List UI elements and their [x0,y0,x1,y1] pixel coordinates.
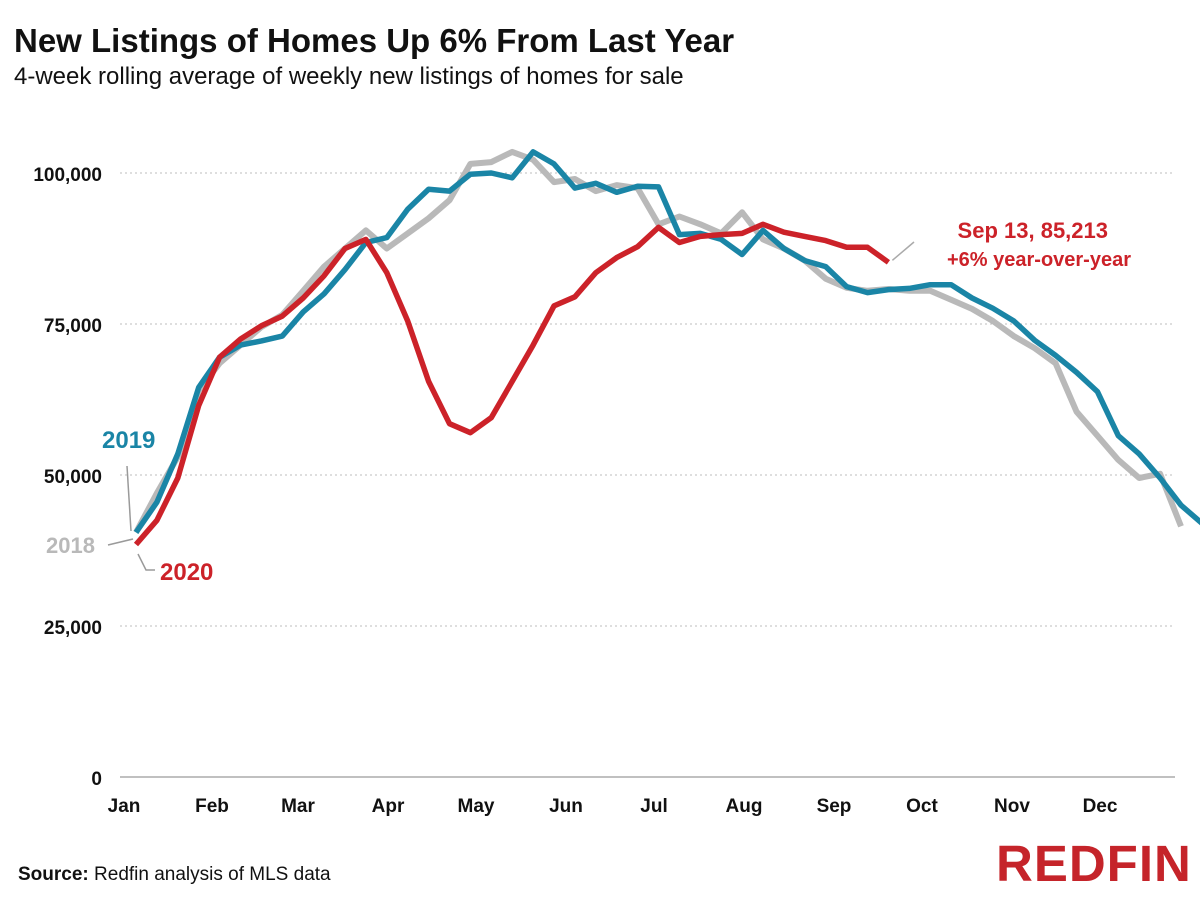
series-label-2020: 2020 [160,559,213,586]
y-tick-label: 25,000 [44,618,102,639]
leader-line-2020 [137,553,155,571]
x-tick-label: Dec [1083,796,1118,817]
series-label-2019: 2019 [102,427,155,454]
leader-line-2019 [126,465,132,532]
x-tick-label: Jun [549,796,583,817]
x-tick-label: Nov [994,796,1030,817]
series-line-2019 [133,149,1200,534]
source-note: Source: Redfin analysis of MLS data [18,864,331,886]
chart-title: New Listings of Homes Up 6% From Last Ye… [14,22,735,59]
series-line-2020 [133,221,891,547]
series-line-2018 [133,148,1184,534]
source-text: Redfin analysis of MLS data [94,864,331,885]
leader-line-2018 [107,538,134,546]
x-tick-label: Jan [108,796,141,817]
x-tick-label: Jul [640,796,667,817]
annotation-line-1: Sep 13, 85,213 [958,218,1108,243]
series-lines [133,148,1200,547]
annotation-line-2: +6% year-over-year [947,249,1131,271]
source-label: Source: [18,864,89,885]
redfin-logo: REDFIN [996,835,1192,892]
y-tick-label: 100,000 [33,165,102,186]
series-label-2018: 2018 [46,533,95,558]
x-tick-label: Aug [726,796,763,817]
annotation-leader-line [891,241,915,261]
x-axis-ticks: Jan Feb Mar Apr May Jun Jul Aug Sep Oct Nov Dec [108,796,1118,817]
y-tick-label: 75,000 [44,316,102,337]
y-tick-label: 0 [91,769,102,790]
series-labels: 2019 2018 2020 Sep 13, 85,213 +6% year-over-… [46,218,1131,586]
x-tick-label: Apr [372,796,405,817]
x-tick-label: Oct [906,796,938,817]
x-tick-label: Feb [195,796,229,817]
y-tick-label: 50,000 [44,467,102,488]
y-axis-ticks: 0 25,000 50,000 75,000 100,000 [33,165,102,790]
x-tick-label: May [458,796,495,817]
chart-subtitle: 4-week rolling average of weekly new lis… [14,63,684,90]
x-tick-label: Mar [281,796,315,817]
x-tick-label: Sep [817,796,852,817]
